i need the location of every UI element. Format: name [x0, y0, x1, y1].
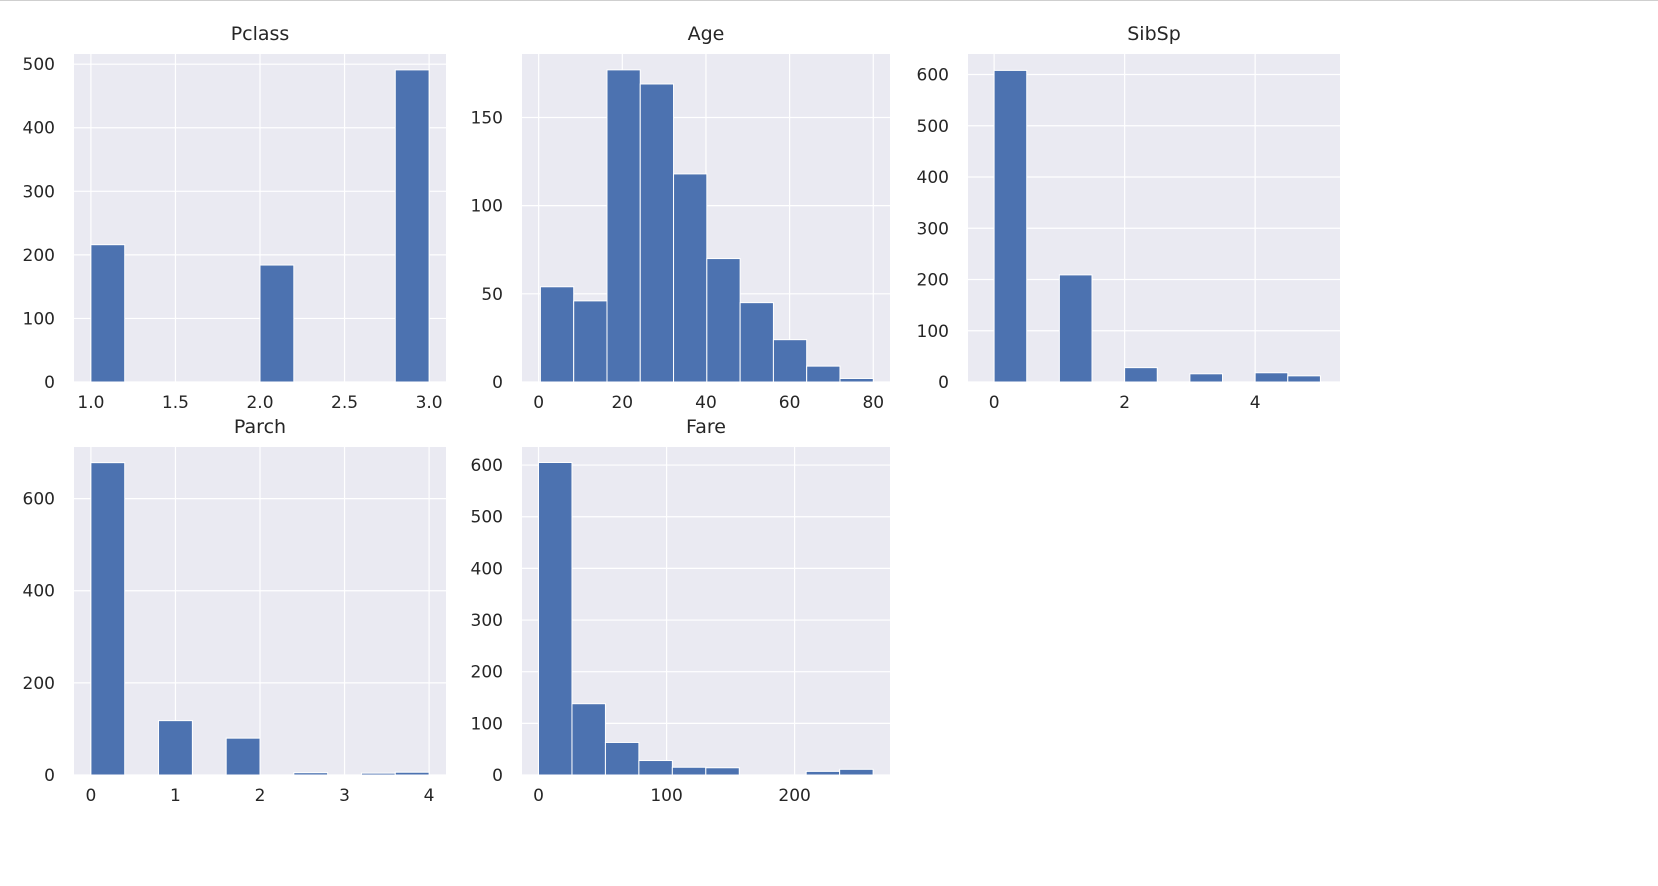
age-bar — [606, 69, 641, 383]
age-bar — [706, 258, 741, 383]
pclass-y-tick-label: 500 — [23, 55, 55, 75]
fare-bar — [638, 760, 673, 776]
age-y-tick-label: 50 — [481, 285, 503, 305]
age-bar — [806, 365, 841, 383]
fare-y-tick-label: 500 — [471, 508, 503, 528]
pclass-bar — [259, 264, 295, 383]
age-bar — [673, 173, 708, 383]
pclass-x-tick-label: 2.5 — [331, 393, 358, 413]
parch-x-tick-label: 2 — [255, 786, 266, 806]
fare-x-tick-label: 200 — [778, 786, 810, 806]
sibsp-bar — [1058, 274, 1093, 383]
age-bar — [539, 286, 575, 383]
pclass-x-tick-label: 2.0 — [246, 393, 273, 413]
age-bar — [839, 377, 874, 383]
sibsp-y-tick-label: 400 — [917, 168, 949, 188]
age-bar — [573, 300, 608, 383]
pclass-y-tick-label: 100 — [23, 309, 55, 329]
pclass-bar — [394, 69, 430, 383]
fare-bar — [839, 768, 874, 776]
age-y-tick-label: 150 — [471, 108, 503, 128]
age-x-tick-label: 40 — [695, 393, 717, 413]
pclass-y-tick-label: 400 — [23, 119, 55, 139]
fare-y-tick-label: 100 — [471, 714, 503, 734]
fare-title: Fare — [686, 416, 726, 438]
fare-bar — [671, 766, 707, 776]
parch-bar — [394, 771, 430, 776]
fare-x-tick-label: 100 — [650, 786, 682, 806]
pclass-y-tick-label: 300 — [23, 182, 55, 202]
sibsp-bar — [1189, 373, 1224, 383]
pclass-x-tick-label: 1.5 — [162, 393, 189, 413]
sibsp-plot-area — [968, 54, 1340, 382]
parch-bar — [225, 737, 261, 776]
age-bar — [639, 83, 675, 383]
age-bar — [772, 339, 808, 383]
age-title: Age — [688, 23, 725, 45]
age-y-tick-label: 100 — [471, 197, 503, 217]
age-x-tick-label: 0 — [533, 393, 544, 413]
pclass-bar — [90, 244, 126, 383]
pclass-title: Pclass — [231, 23, 290, 45]
age-x-tick-label: 60 — [779, 393, 801, 413]
sibsp-y-tick-label: 100 — [917, 322, 949, 342]
parch-bar — [90, 462, 126, 776]
age-bar — [739, 302, 774, 383]
age-x-tick-label: 80 — [862, 393, 884, 413]
sibsp-bar — [1254, 372, 1289, 383]
sibsp-bar — [993, 69, 1028, 383]
fare-bar — [805, 770, 841, 776]
parch-title: Parch — [234, 416, 286, 438]
sibsp-x-tick-label: 0 — [989, 393, 1000, 413]
sibsp-y-tick-label: 600 — [917, 66, 949, 86]
parch-bar — [293, 772, 329, 776]
sibsp-x-tick-label: 2 — [1119, 393, 1130, 413]
fare-bar — [571, 703, 606, 776]
parch-bar — [360, 772, 396, 776]
sibsp-y-tick-label: 500 — [917, 117, 949, 137]
pclass-x-tick-label: 3.0 — [416, 393, 443, 413]
fare-y-tick-label: 400 — [471, 559, 503, 579]
fare-y-tick-label: 600 — [471, 456, 503, 476]
sibsp-title: SibSp — [1127, 23, 1181, 45]
fare-y-tick-label: 300 — [471, 611, 503, 631]
sibsp-bar — [1124, 367, 1158, 383]
fare-bar — [705, 767, 740, 776]
sibsp-y-tick-label: 0 — [938, 373, 949, 393]
pclass-y-tick-label: 200 — [23, 246, 55, 266]
parch-x-tick-label: 1 — [170, 786, 181, 806]
top-border — [0, 0, 1658, 1]
fare-y-tick-label: 0 — [492, 766, 503, 786]
sibsp-y-tick-label: 300 — [917, 219, 949, 239]
parch-y-tick-label: 600 — [23, 490, 55, 510]
sibsp-x-tick-label: 4 — [1250, 393, 1261, 413]
parch-x-tick-label: 4 — [424, 786, 435, 806]
parch-bar — [158, 720, 193, 776]
pclass-y-tick-label: 0 — [44, 373, 55, 393]
fare-bar — [538, 461, 573, 776]
sibsp-bar — [1287, 375, 1321, 383]
parch-y-tick-label: 400 — [23, 582, 55, 602]
parch-y-tick-label: 0 — [44, 766, 55, 786]
parch-y-tick-label: 200 — [23, 674, 55, 694]
age-x-tick-label: 20 — [611, 393, 633, 413]
pclass-x-tick-label: 1.0 — [77, 393, 104, 413]
fare-y-tick-label: 200 — [471, 663, 503, 683]
sibsp-y-tick-label: 200 — [917, 271, 949, 291]
fare-bar — [604, 741, 640, 776]
parch-x-tick-label: 3 — [339, 786, 350, 806]
age-y-tick-label: 0 — [492, 373, 503, 393]
fare-x-tick-label: 0 — [533, 786, 544, 806]
parch-x-tick-label: 0 — [85, 786, 96, 806]
